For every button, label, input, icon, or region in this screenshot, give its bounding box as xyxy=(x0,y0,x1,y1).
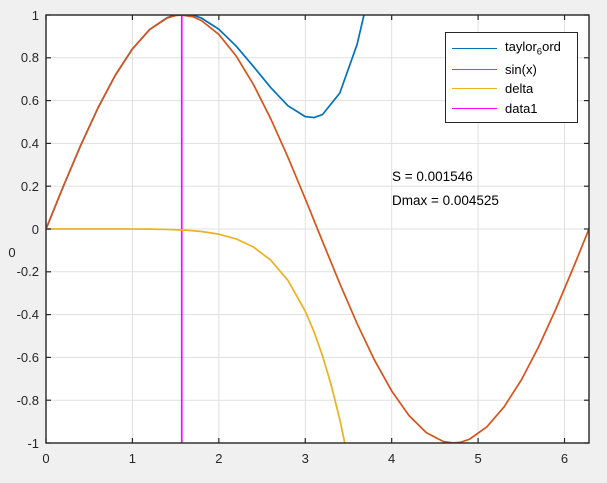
annotation-s: S = 0.001546 xyxy=(392,169,473,184)
y-tick-label: -0.6 xyxy=(16,349,39,365)
legend-label: delta xyxy=(505,81,534,97)
legend-item-taylor[interactable]: taylor6ord xyxy=(446,39,577,58)
annotation-dmax: Dmax = 0.004525 xyxy=(392,193,499,208)
x-tick-label: 0 xyxy=(42,451,50,466)
y-tick-label: 0.2 xyxy=(20,178,39,194)
y-tick-label: 0.6 xyxy=(20,93,39,109)
x-tick-label: 3 xyxy=(301,451,309,466)
legend-line-swatch xyxy=(452,48,497,50)
x-tick-label: 2 xyxy=(215,451,223,466)
legend-label: data1 xyxy=(505,100,538,116)
y-tick-label: 0.8 xyxy=(20,50,39,66)
y-tick-label: 0.4 xyxy=(20,135,39,151)
y-tick-label: 1 xyxy=(31,7,39,23)
legend-item-delta[interactable]: delta xyxy=(446,81,577,96)
series-sin-x--line xyxy=(46,15,589,443)
annotation-block: S = 0.001546 Dmax = 0.004525 xyxy=(392,165,499,213)
legend-label: sin(x) xyxy=(505,62,537,78)
x-tick-label: 1 xyxy=(128,451,137,466)
y-tick-label: -0.2 xyxy=(16,264,39,280)
legend-line-swatch xyxy=(452,107,497,109)
series-delta-line xyxy=(46,228,346,443)
x-tick-label: 4 xyxy=(388,451,396,466)
legend[interactable]: taylor6ord sin(x) delta data1 xyxy=(445,32,578,123)
legend-item-data1[interactable]: data1 xyxy=(446,101,577,116)
y-tick-label: 0 xyxy=(31,221,39,237)
y-tick-label: -0.8 xyxy=(16,392,39,408)
x-tick-label: 5 xyxy=(474,451,482,466)
legend-line-swatch xyxy=(452,88,497,90)
y-tick-label: -1 xyxy=(27,435,39,451)
y-tick-label: -0.4 xyxy=(16,307,39,323)
x-tick-label: 6 xyxy=(560,451,569,466)
legend-label: taylor6ord xyxy=(505,39,561,58)
legend-line-swatch xyxy=(452,69,497,71)
legend-item-sin-x-[interactable]: sin(x) xyxy=(446,62,577,77)
y-axis-label: 0 xyxy=(8,245,16,260)
